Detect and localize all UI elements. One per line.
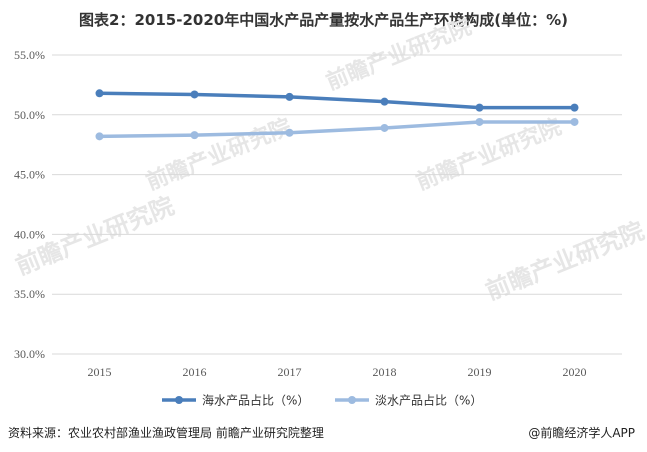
y-axis-ticks: 30.0% 35.0% 40.0% 45.0% 50.0% 55.0% [14, 48, 45, 361]
series-group [95, 89, 579, 141]
data-point [380, 123, 389, 132]
x-tick-label: 2019 [468, 365, 492, 379]
legend-swatch-marker [348, 396, 356, 404]
chart-title: 图表2：2015-2020年中国水产品产量按水产品生产环境构成(单位：%) [79, 11, 568, 29]
data-point [380, 97, 389, 106]
data-point [285, 128, 294, 137]
x-tick-label: 2018 [373, 365, 397, 379]
source-note: 资料来源：农业农村部渔业渔政管理局 前瞻产业研究院整理 [8, 426, 324, 440]
x-axis-ticks: 2015 2016 2017 2018 2019 2020 [88, 365, 587, 379]
watermark-text-2: 前瞻产业研究院 [143, 114, 296, 196]
x-tick-label: 2015 [88, 365, 112, 379]
legend-label: 淡水产品占比（%） [375, 393, 482, 408]
data-point [475, 103, 484, 112]
y-tick-label: 45.0% [14, 168, 45, 182]
data-point [190, 131, 199, 140]
y-tick-label: 30.0% [14, 347, 45, 361]
x-tick-label: 2020 [563, 365, 587, 379]
grid-lines [52, 54, 622, 355]
y-tick-label: 50.0% [14, 108, 45, 122]
data-point [190, 90, 199, 99]
legend: 海水产品占比（%） 淡水产品占比（%） [162, 393, 482, 408]
data-point [95, 89, 104, 98]
y-tick-label: 40.0% [14, 227, 45, 241]
data-point [475, 117, 484, 126]
x-tick-label: 2016 [183, 365, 207, 379]
x-tick-label: 2017 [278, 365, 302, 379]
y-tick-label: 35.0% [14, 287, 45, 301]
data-point [95, 132, 104, 141]
series-line-1 [99, 120, 575, 139]
brand-credit: @前瞻经济学人APP [528, 426, 635, 440]
data-point [570, 103, 579, 112]
data-point [570, 117, 579, 126]
watermark-text-4: 前瞻产业研究院 [482, 217, 647, 306]
series-line-0 [99, 91, 575, 110]
legend-label: 海水产品占比（%） [202, 393, 309, 408]
y-tick-label: 55.0% [14, 48, 45, 62]
data-point [285, 92, 294, 101]
legend-swatch-marker [175, 396, 183, 404]
